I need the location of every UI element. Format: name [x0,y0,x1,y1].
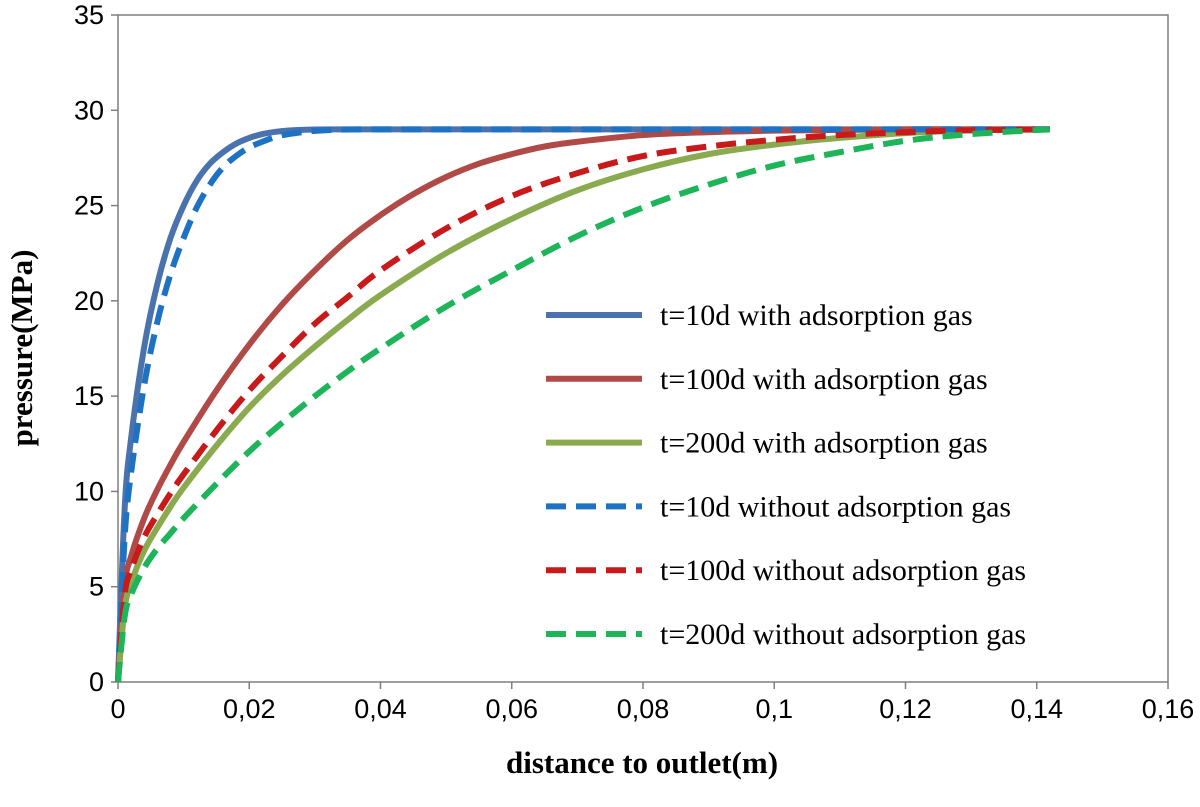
x-tick-label: 0,14 [1010,694,1063,724]
legend: t=10d with adsorption gas t=100d with ads… [546,299,1026,651]
series-line-t-10d-without-adsorption-gas [115,126,1050,683]
legend-label: t=10d with adsorption gas [660,299,973,332]
axes-layer: 0 5 10 15 20 25 30 35 0 0,02 0,04 0,06 0,08 0,1 0,12 0,… [74,0,1194,724]
series-line-t-200d-with-adsorption-gas [115,126,1050,683]
legend-label: t=200d with adsorption gas [660,427,988,460]
legend-label: t=100d without adsorption gas [660,554,1026,587]
x-tick-label: 0,02 [223,694,276,724]
x-tick-label: 0,16 [1142,694,1195,724]
legend-label: t=200d without adsorption gas [660,618,1026,651]
x-tick-label: 0,08 [617,694,670,724]
y-tick-label: 30 [74,95,104,125]
x-tick-label: 0,12 [879,694,932,724]
y-tick-label: 15 [74,381,104,411]
x-tick-label: 0,06 [485,694,538,724]
series-layer [115,126,1051,683]
x-tick-label: 0,1 [755,694,793,724]
y-tick-label: 35 [74,0,104,30]
x-axis-title: distance to outlet(m) [506,745,778,780]
y-tick-label: 20 [74,286,104,316]
y-tick-label: 0 [89,667,104,697]
series-line-t-200d-without-adsorption-gas [115,126,1051,683]
series-line-t-100d-with-adsorption-gas [115,126,1050,683]
x-tick-label: 0 [110,694,125,724]
y-axis-title: pressure(MPa) [4,250,39,447]
y-tick-label: 10 [74,476,104,506]
series-line-t-100d-without-adsorption-gas [115,126,1050,683]
legend-label: t=10d without adsorption gas [660,490,1011,523]
y-tick-label: 25 [74,191,104,221]
legend-label: t=100d with adsorption gas [660,363,988,396]
x-tick-label: 0,04 [354,694,407,724]
y-tick-label: 5 [89,572,104,602]
series-line-t-10d-with-adsorption-gas [115,126,1050,683]
